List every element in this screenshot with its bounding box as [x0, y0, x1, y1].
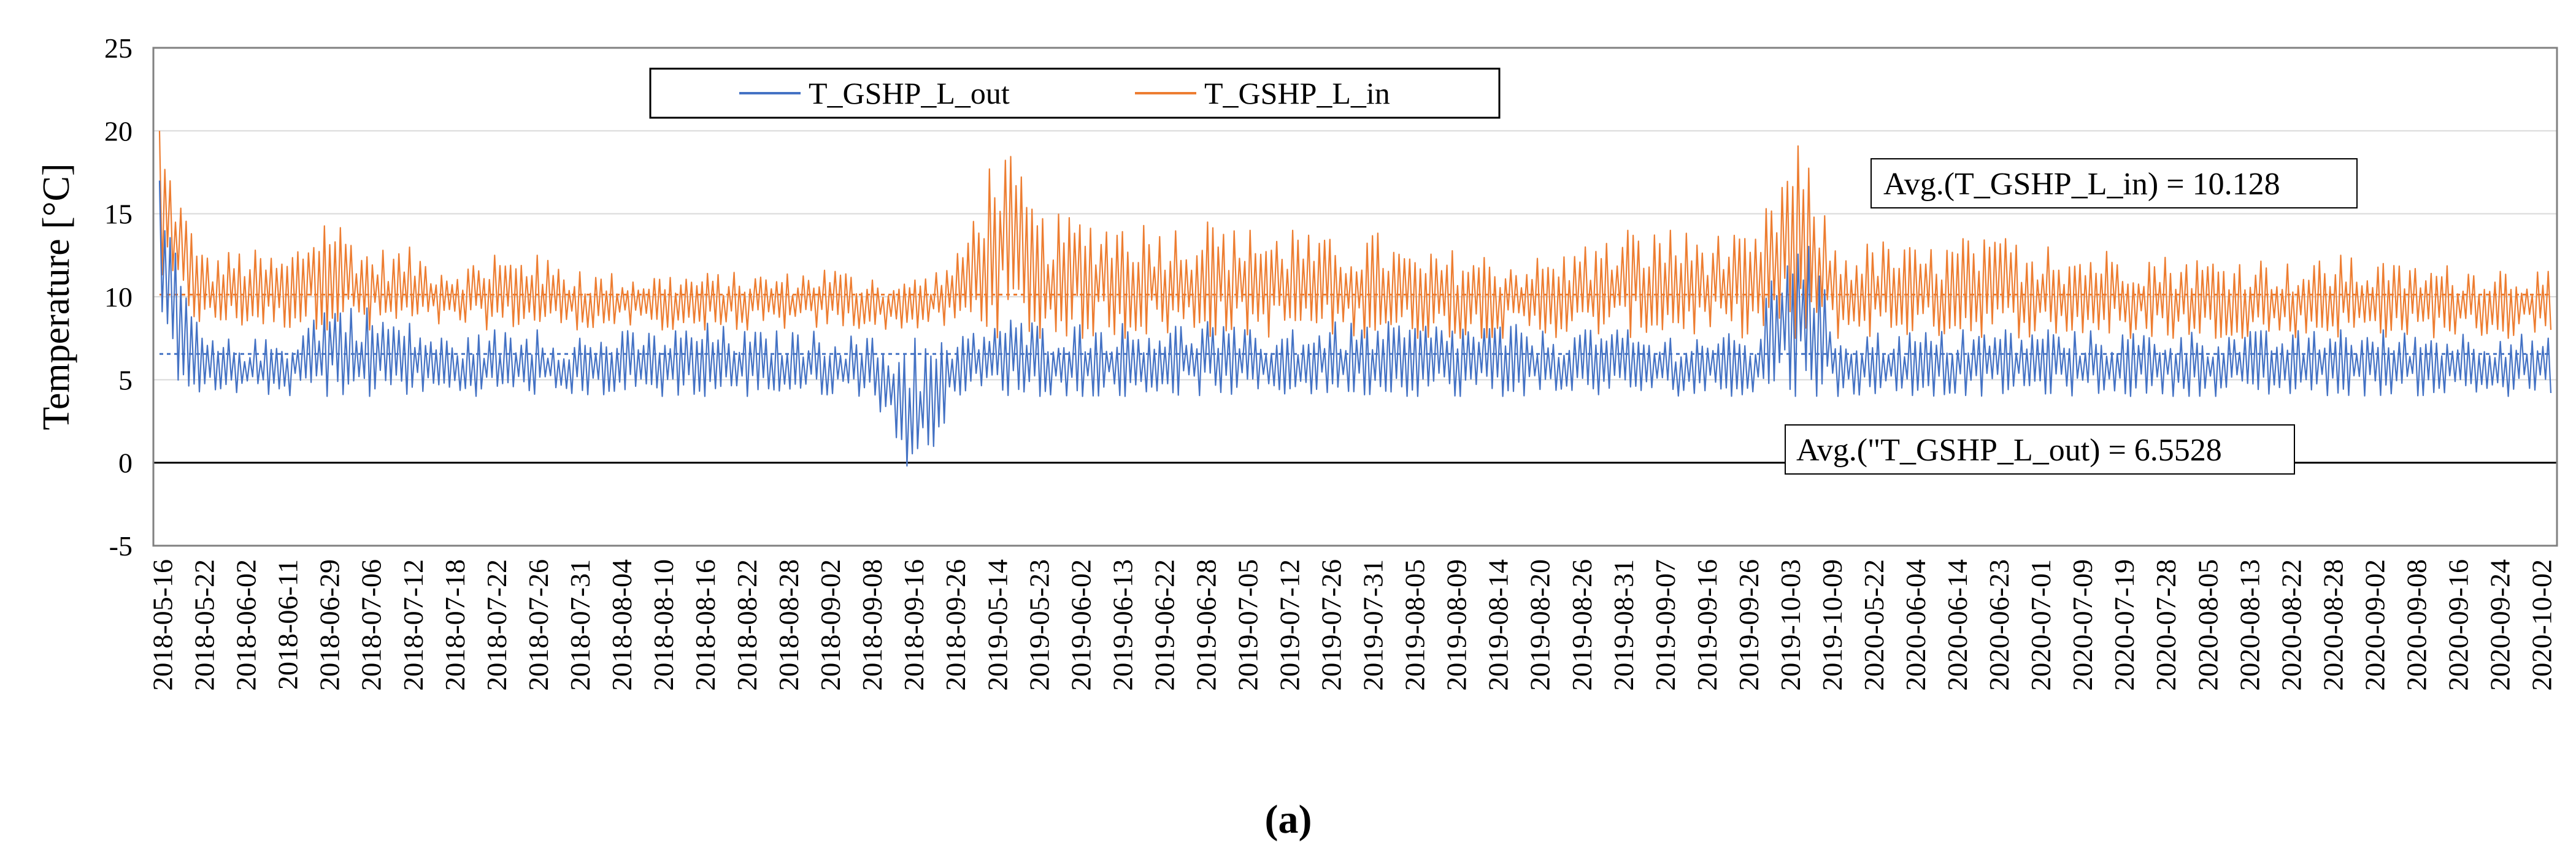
x-tick-label: 2020-05-22	[1858, 559, 1890, 691]
x-tick-label: 2019-06-22	[1148, 559, 1180, 691]
x-tick-label: 2019-08-26	[1566, 559, 1598, 691]
x-tick-label: 2019-05-23	[1023, 559, 1055, 691]
legend-label-in: T_GSHP_L_in	[1204, 76, 1390, 110]
series-line-in	[158, 131, 2552, 339]
x-axis-ticks: 2018-05-16 2018-05-22 2018-06-02 2018-06-11…	[147, 559, 2558, 691]
x-tick-label: 2018-09-16	[898, 559, 929, 691]
x-tick-label: 2018-06-02	[231, 559, 262, 691]
y-tick-label: 20	[104, 115, 133, 147]
x-tick-label: 2020-09-08	[2401, 559, 2432, 691]
x-tick-label: 2019-09-26	[1733, 559, 1764, 691]
x-tick-label: 2019-08-14	[1483, 559, 1514, 691]
annotation-avg-out: Avg.("T_GSHP_L_out) = 6.5528	[1785, 424, 2295, 475]
x-tick-label: 2020-09-24	[2485, 559, 2516, 691]
x-tick-label: 2019-07-31	[1358, 559, 1389, 691]
x-tick-label: 2019-07-12	[1274, 559, 1305, 691]
x-tick-label: 2020-09-16	[2442, 559, 2474, 691]
x-tick-label: 2019-08-31	[1608, 559, 1639, 691]
x-tick-label: 2018-08-04	[606, 559, 637, 691]
y-tick-label: 0	[118, 448, 133, 479]
y-tick-label: 25	[104, 32, 133, 64]
x-tick-label: 2018-08-22	[731, 559, 763, 691]
x-tick-label: 2020-07-09	[2067, 559, 2098, 691]
x-tick-label: 2019-08-09	[1441, 559, 1472, 691]
x-tick-label: 2019-06-13	[1107, 559, 1138, 691]
x-tick-label: 2019-07-05	[1232, 559, 1263, 691]
x-tick-label: 2019-08-05	[1399, 559, 1431, 691]
x-tick-label: 2018-07-12	[398, 559, 429, 691]
x-tick-label: 2019-10-09	[1817, 559, 1848, 691]
x-tick-label: 2018-09-08	[856, 559, 888, 691]
x-tick-label: 2018-05-22	[189, 559, 220, 691]
x-tick-label: 2018-07-18	[439, 559, 471, 691]
annotation-avg-out-box	[1785, 424, 2295, 475]
y-tick-label: 15	[104, 199, 133, 230]
annotation-avg-in: Avg.(T_GSHP_L_in) = 10.128	[1870, 158, 2358, 208]
x-tick-label: 2018-09-02	[815, 559, 846, 691]
x-tick-label: 2020-07-01	[2025, 559, 2056, 691]
annotation-avg-in-text: Avg.(T_GSHP_L_in) = 10.128	[1883, 167, 2280, 202]
x-tick-label: 2020-08-28	[2317, 559, 2348, 691]
x-tick-label: 2018-07-26	[523, 559, 554, 691]
y-tick-label: 10	[104, 281, 133, 313]
x-tick-label: 2020-06-14	[1942, 559, 1973, 691]
annotation-avg-in-box	[1870, 158, 2358, 208]
x-tick-label: 2018-07-31	[564, 559, 596, 691]
x-tick-label: 2020-06-04	[1900, 559, 1931, 691]
x-tick-label: 2018-06-11	[272, 559, 304, 690]
y-axis-title: Temperature [°C]	[36, 163, 77, 430]
x-tick-label: 2019-06-02	[1065, 559, 1096, 691]
x-tick-label: 2019-09-07	[1650, 559, 1681, 691]
x-tick-label: 2020-07-28	[2150, 559, 2182, 691]
x-tick-label: 2019-09-16	[1691, 559, 1723, 691]
x-tick-label: 2018-08-28	[773, 559, 804, 691]
x-tick-label: 2019-05-14	[982, 559, 1013, 691]
x-tick-label: 2019-06-28	[1190, 559, 1221, 691]
figure-caption: (a)	[1265, 797, 1312, 842]
y-tick-label: -5	[109, 530, 133, 562]
annotation-avg-out-text: Avg.("T_GSHP_L_out) = 6.5528	[1796, 433, 2222, 468]
x-tick-label: 2020-06-23	[1983, 559, 2015, 691]
legend-label-out: T_GSHP_L_out	[809, 76, 1010, 110]
x-tick-label: 2020-09-02	[2359, 559, 2390, 691]
x-tick-label: 2020-07-19	[2109, 559, 2140, 691]
x-tick-label: 2018-05-16	[147, 559, 179, 691]
legend: T_GSHP_L_out T_GSHP_L_in	[649, 67, 1501, 119]
y-tick-label: 5	[118, 364, 133, 395]
plot-area-frame	[152, 47, 2558, 547]
x-tick-label: 2020-08-05	[2192, 559, 2223, 691]
x-tick-label: 2019-10-03	[1775, 559, 1806, 691]
x-tick-label: 2018-08-10	[648, 559, 679, 691]
x-tick-label: 2018-08-16	[690, 559, 721, 691]
x-tick-label: 2018-07-06	[356, 559, 387, 691]
x-tick-label: 2020-10-02	[2526, 559, 2558, 691]
series-line-out	[158, 180, 2552, 467]
x-tick-label: 2018-06-29	[314, 559, 345, 691]
x-tick-label: 2019-08-20	[1524, 559, 1556, 691]
series-area	[158, 131, 2552, 467]
x-tick-label: 2019-07-26	[1316, 559, 1347, 691]
x-tick-label: 2020-08-13	[2234, 559, 2265, 691]
x-tick-label: 2018-09-26	[940, 559, 971, 691]
y-axis-ticks: -5 0 5 10 15 20 25	[104, 32, 133, 562]
x-tick-label: 2018-07-22	[481, 559, 512, 691]
x-tick-label: 2020-08-22	[2275, 559, 2307, 691]
